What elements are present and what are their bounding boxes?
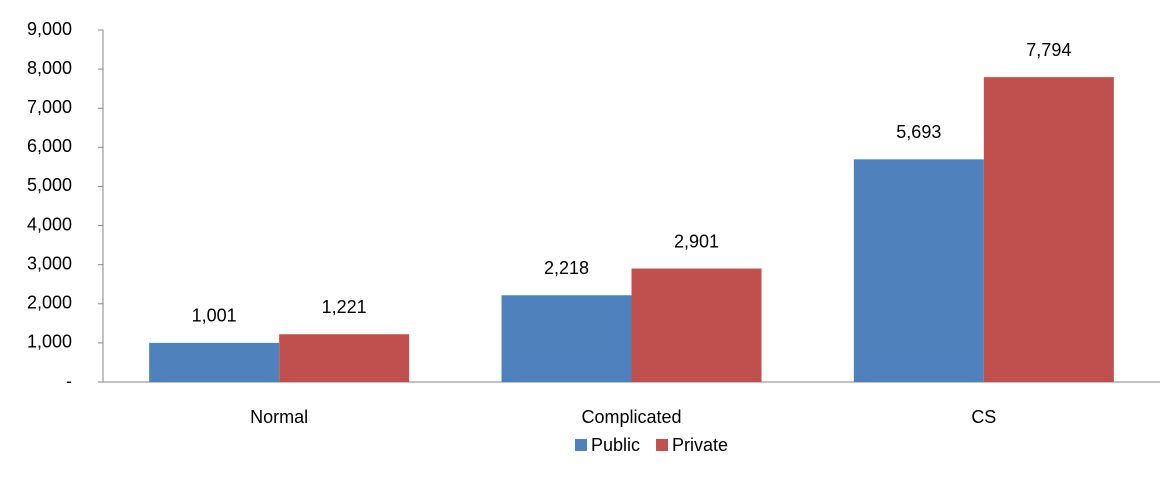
- y-tick-label: 2,000: [27, 293, 72, 313]
- bar: [853, 159, 984, 382]
- y-tick-label: -: [66, 371, 72, 391]
- value-label: 7,794: [1026, 40, 1071, 60]
- legend-swatch: [656, 439, 669, 451]
- x-tick-label: CS: [971, 407, 996, 427]
- bar: [501, 295, 632, 382]
- y-tick-label: 1,000: [27, 332, 72, 352]
- value-label: 2,901: [674, 231, 719, 251]
- y-tick-label: 5,000: [27, 175, 72, 195]
- y-tick-label: 4,000: [27, 214, 72, 234]
- legend-label: Public: [591, 435, 640, 455]
- legend-label: Private: [672, 435, 728, 455]
- y-tick-label: 8,000: [27, 58, 72, 78]
- x-tick-label: Complicated: [581, 407, 681, 427]
- bar: [149, 342, 280, 382]
- y-tick-label: 6,000: [27, 136, 72, 156]
- y-tick-label: 9,000: [27, 19, 72, 39]
- y-tick-label: 3,000: [27, 253, 72, 273]
- x-tick-label: Normal: [250, 407, 308, 427]
- value-label: 5,693: [896, 122, 941, 142]
- bar: [279, 334, 410, 382]
- value-label: 1,221: [322, 297, 367, 317]
- value-label: 1,001: [192, 306, 237, 326]
- value-label: 2,218: [544, 258, 589, 278]
- bar: [983, 77, 1114, 382]
- legend-swatch: [575, 439, 587, 451]
- y-tick-label: 7,000: [27, 97, 72, 117]
- bar: [631, 268, 762, 382]
